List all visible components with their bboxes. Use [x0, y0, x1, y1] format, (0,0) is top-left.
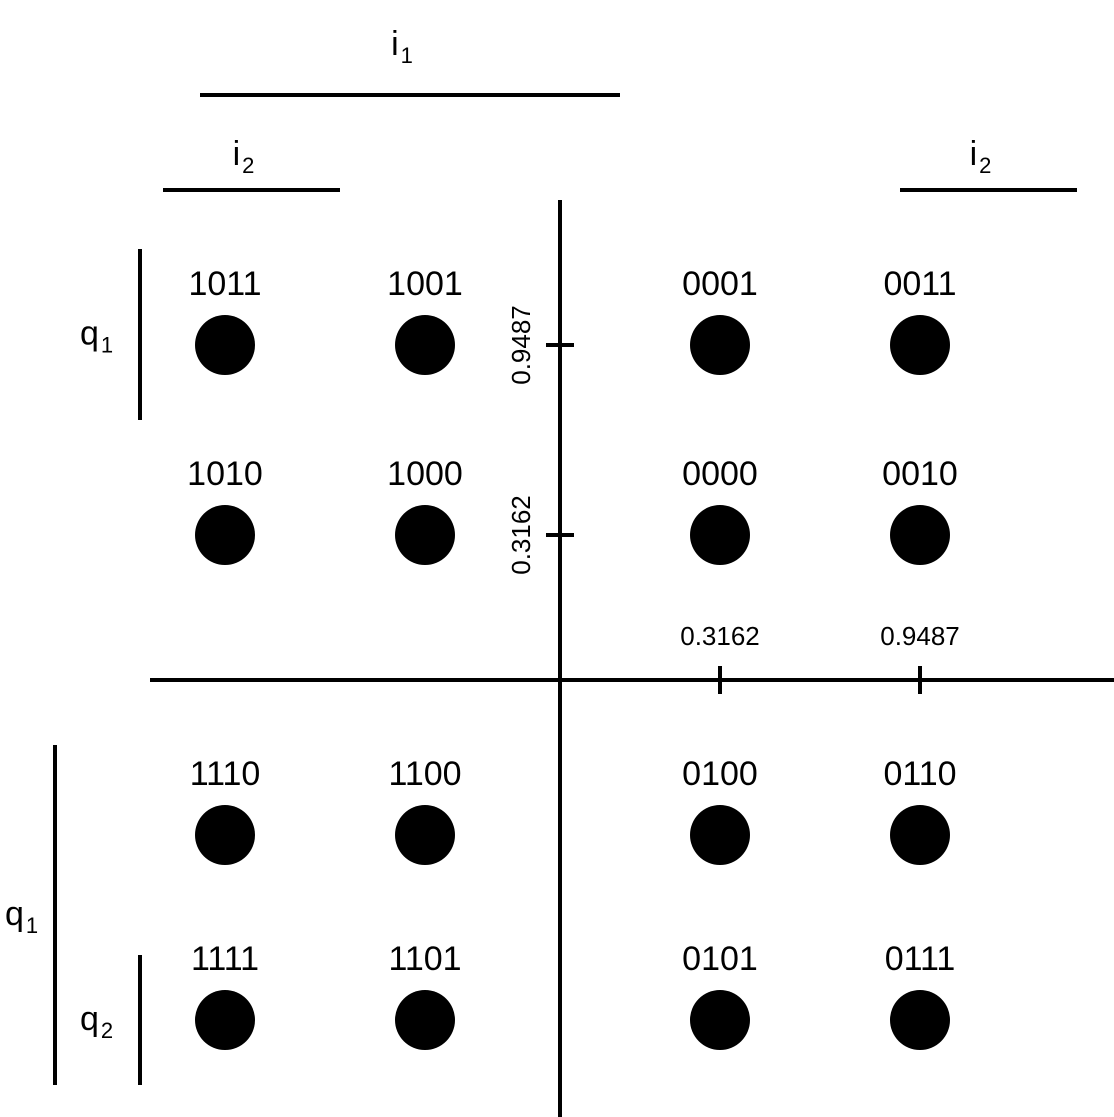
point-code-label: 1010: [187, 455, 263, 493]
label-q1-lower: q1: [5, 895, 38, 938]
point-code-label: 0111: [885, 940, 956, 978]
constellation-point: [890, 505, 950, 565]
point-code-label: 0011: [883, 265, 956, 303]
constellation-point: [195, 505, 255, 565]
point-code-label: 0100: [682, 755, 758, 793]
constellation-point: [395, 805, 455, 865]
point-code-label: 1011: [188, 265, 261, 303]
constellation-point: [195, 315, 255, 375]
label-i1: i1: [391, 25, 413, 68]
constellation-point: [690, 990, 750, 1050]
constellation-diagram: 0.3162 0.9487 0.9487 0.3162 1011 1001 0001 0011…: [0, 0, 1114, 1117]
constellation-point: [195, 990, 255, 1050]
constellation-point: [890, 805, 950, 865]
point-code-label: 1100: [388, 755, 461, 793]
constellation-point: [395, 990, 455, 1050]
x-tick-label: 0.3162: [680, 621, 760, 651]
point-code-label: 1110: [190, 755, 261, 793]
x-tick-label: 0.9487: [880, 621, 960, 651]
constellation-point: [690, 505, 750, 565]
constellation-point: [195, 805, 255, 865]
point-code-label: 1001: [387, 265, 463, 303]
constellation-point: [890, 990, 950, 1050]
point-code-label: 1000: [387, 455, 463, 493]
point-code-label: 1101: [388, 940, 461, 978]
label-i2-left: i2: [233, 135, 255, 178]
point-code-label: 0010: [882, 455, 958, 493]
constellation-point: [890, 315, 950, 375]
label-q2-lower: q2: [80, 1000, 113, 1043]
point-code-label: 0000: [682, 455, 758, 493]
constellation-point: [395, 315, 455, 375]
label-q1-upper: q1: [80, 315, 113, 358]
point-code-label: 1111: [191, 940, 259, 978]
constellation-point: [690, 315, 750, 375]
y-tick-label: 0.9487: [506, 305, 536, 385]
label-i2-right: i2: [970, 135, 992, 178]
y-tick-label: 0.3162: [506, 495, 536, 575]
constellation-point: [395, 505, 455, 565]
point-code-label: 0001: [682, 265, 758, 303]
point-code-label: 0110: [883, 755, 956, 793]
constellation-point: [690, 805, 750, 865]
point-code-label: 0101: [682, 940, 758, 978]
